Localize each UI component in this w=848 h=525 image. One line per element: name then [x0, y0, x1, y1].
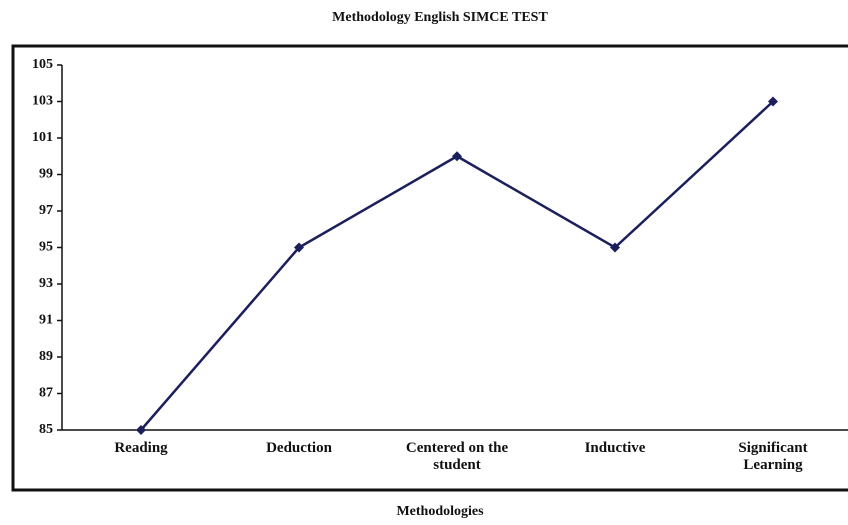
- x-tick-label: Significant Learning: [738, 440, 808, 473]
- y-tick-label: 85: [39, 422, 53, 437]
- line: [140, 100, 774, 431]
- y-tick-label: 101: [32, 130, 53, 145]
- marker: [136, 425, 146, 435]
- y-tick-label: 105: [32, 57, 53, 72]
- y-tick-label: 89: [39, 349, 53, 364]
- y-tick-label: 95: [39, 240, 53, 255]
- marker: [294, 242, 304, 253]
- marker: [452, 151, 462, 162]
- marker: [768, 96, 778, 107]
- x-tick-label: Reading: [114, 440, 168, 456]
- chart-title: Methodology English SIMCE TEST: [332, 10, 548, 25]
- y-tick-label: 87: [39, 386, 53, 401]
- y-tick-label: 99: [39, 167, 53, 182]
- y-tick-label: 91: [39, 313, 53, 328]
- x-tick-label: Deduction: [266, 440, 332, 456]
- marker: [610, 242, 620, 253]
- y-tick-label: 97: [39, 203, 53, 218]
- x-tick-label: Centered on the student: [405, 440, 509, 473]
- y-tick-label: 103: [32, 94, 53, 109]
- x-tick-label: Inductive: [584, 440, 646, 456]
- x-axis-label: Methodologies: [396, 504, 484, 519]
- y-tick-label: 93: [39, 276, 53, 291]
- chart-frame: [11, 44, 848, 492]
